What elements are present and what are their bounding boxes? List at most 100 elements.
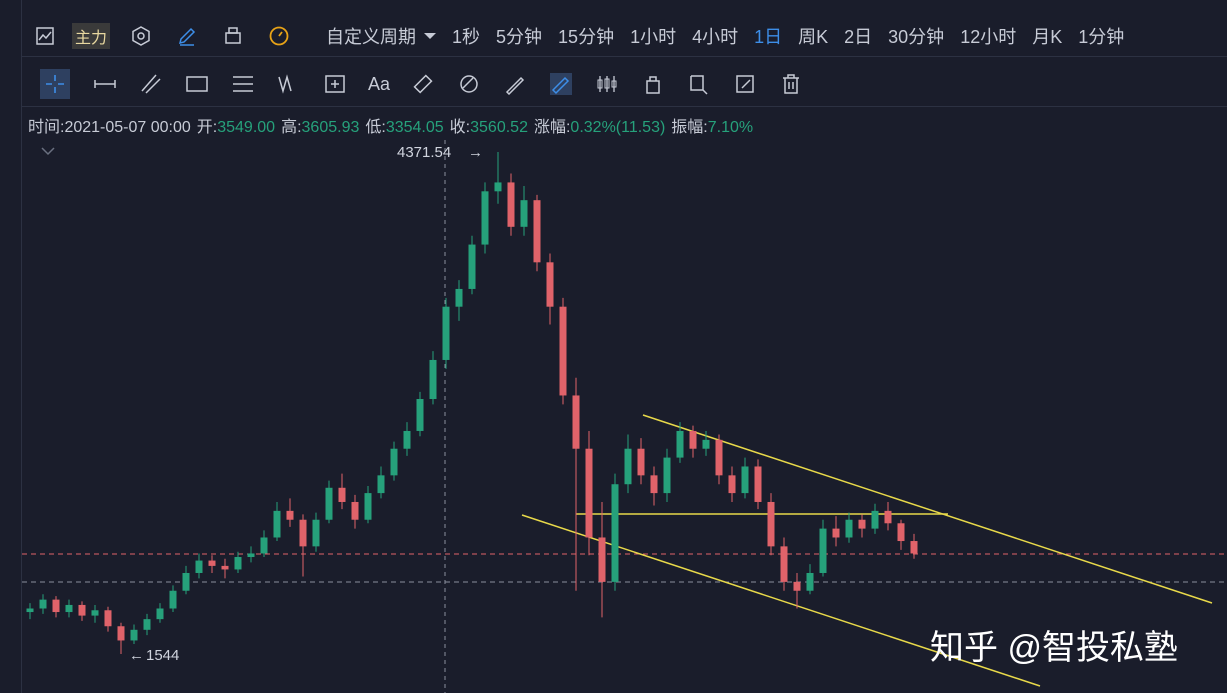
candle-body <box>832 528 840 538</box>
draw-icon[interactable] <box>176 25 198 47</box>
field-label: 振幅: <box>671 119 708 136</box>
field-value: 7.10% <box>707 119 754 136</box>
candle-body <box>663 457 671 494</box>
chart-icon[interactable] <box>34 25 56 47</box>
period[interactable]: 12小时 <box>960 27 1017 47</box>
candle-body <box>871 510 879 529</box>
delete-tool[interactable] <box>780 73 802 95</box>
candle-body <box>377 475 385 494</box>
candle-body <box>390 448 398 476</box>
candle-body <box>455 288 463 307</box>
candle-body <box>286 510 294 520</box>
field-value: 3560.52 <box>470 119 528 136</box>
wave-tool[interactable] <box>278 73 300 95</box>
custom-period[interactable]: 自定义周期 <box>326 27 417 47</box>
candle-body <box>364 493 372 520</box>
high-label: 4371.54 <box>397 144 451 161</box>
candle-body <box>819 528 827 573</box>
candle-body <box>494 182 502 192</box>
candle-body <box>260 537 268 554</box>
period[interactable]: 1日 <box>754 27 783 47</box>
candle-body <box>52 599 60 613</box>
candle-body <box>117 626 125 641</box>
candle-body <box>234 557 242 570</box>
field-label: 高: <box>281 119 302 136</box>
candle-body <box>520 200 528 227</box>
candle-tool[interactable] <box>596 73 618 95</box>
candle-body <box>845 519 853 538</box>
pencil-tool[interactable] <box>550 73 573 95</box>
crosshair-tool[interactable] <box>40 69 70 99</box>
magnet-tool[interactable] <box>458 73 480 95</box>
fields: 开:3549.00 高:3605.93 低:3354.05 收:3560.52 涨幅:0… <box>191 113 753 137</box>
period[interactable]: 1分钟 <box>1078 27 1125 47</box>
trend-line <box>642 414 1213 604</box>
candle-body <box>130 629 138 641</box>
candle-body <box>468 244 476 289</box>
candle-body <box>572 395 580 449</box>
period[interactable]: 5分钟 <box>496 27 543 47</box>
period[interactable]: 15分钟 <box>558 27 615 47</box>
text-tool[interactable]: Aa <box>368 73 391 94</box>
candle-body <box>637 448 645 476</box>
candle-body <box>533 200 541 263</box>
rect-tool[interactable] <box>186 73 208 95</box>
dropdown-arrow <box>424 33 437 39</box>
period[interactable]: 2日 <box>844 27 873 47</box>
field-label: 低: <box>365 119 386 136</box>
print-icon[interactable] <box>222 25 244 47</box>
field-value: 3605.93 <box>301 119 360 136</box>
layers-tool[interactable] <box>688 73 710 95</box>
speed-icon[interactable] <box>268 25 290 47</box>
main-indicator[interactable]: 主力 <box>72 23 111 49</box>
period[interactable]: 月K <box>1032 27 1063 47</box>
period[interactable]: 30分钟 <box>888 27 945 47</box>
measure-tool[interactable] <box>324 73 346 95</box>
fib-tool[interactable] <box>232 73 254 95</box>
candle-body <box>442 306 450 360</box>
pen-tool[interactable] <box>504 73 526 96</box>
period[interactable]: 周K <box>798 27 829 47</box>
field-label: 收: <box>449 119 471 136</box>
candle-body <box>689 430 697 449</box>
period-toolbar: 主力 自定义周期 1秒 5分钟 15分钟 1小时 4小时 1日 周K 2日 30分钟 12小时 月K… <box>22 16 1227 57</box>
candle-body <box>26 608 34 613</box>
candle-body <box>754 466 762 502</box>
time: 时间:2021-05-07 00:00 <box>28 119 191 136</box>
candle-body <box>221 565 229 570</box>
candle-body <box>585 448 593 538</box>
candle-body <box>65 604 73 613</box>
candle-body <box>767 501 775 547</box>
candle-body <box>182 572 190 591</box>
candle-body <box>338 487 346 502</box>
candle-body <box>897 523 905 542</box>
period[interactable]: 4小时 <box>692 27 739 47</box>
settings-icon[interactable] <box>130 25 152 47</box>
edit-tool[interactable] <box>734 73 756 95</box>
arrow: → <box>468 144 483 161</box>
period[interactable]: 1小时 <box>630 27 677 47</box>
low-label: 1544 <box>146 647 179 664</box>
periods: 1秒 5分钟 15分钟 1小时 4小时 1日 周K 2日 30分钟 12小时 月K 1分钟 <box>444 23 1132 49</box>
candle-body <box>728 475 736 494</box>
trend-tool[interactable] <box>140 73 162 95</box>
candle-body <box>910 541 918 554</box>
period[interactable]: 1秒 <box>452 27 481 47</box>
candle-body <box>325 487 333 520</box>
candle-body <box>247 553 255 558</box>
candle-body <box>78 604 86 616</box>
candle-body <box>91 610 99 616</box>
collapse-icon[interactable] <box>41 147 55 156</box>
lock-tool[interactable] <box>642 73 664 95</box>
candle-body <box>429 359 437 400</box>
ruler-tool[interactable] <box>412 73 434 95</box>
candle-body <box>273 510 281 538</box>
candle-body <box>403 430 411 449</box>
hline-tool[interactable] <box>94 73 116 95</box>
watermark: 知乎 @智投私塾 <box>930 629 1178 667</box>
candle-body <box>741 466 749 494</box>
left-strip <box>0 0 22 693</box>
field-value: 0.32%(11.53) <box>570 119 666 136</box>
